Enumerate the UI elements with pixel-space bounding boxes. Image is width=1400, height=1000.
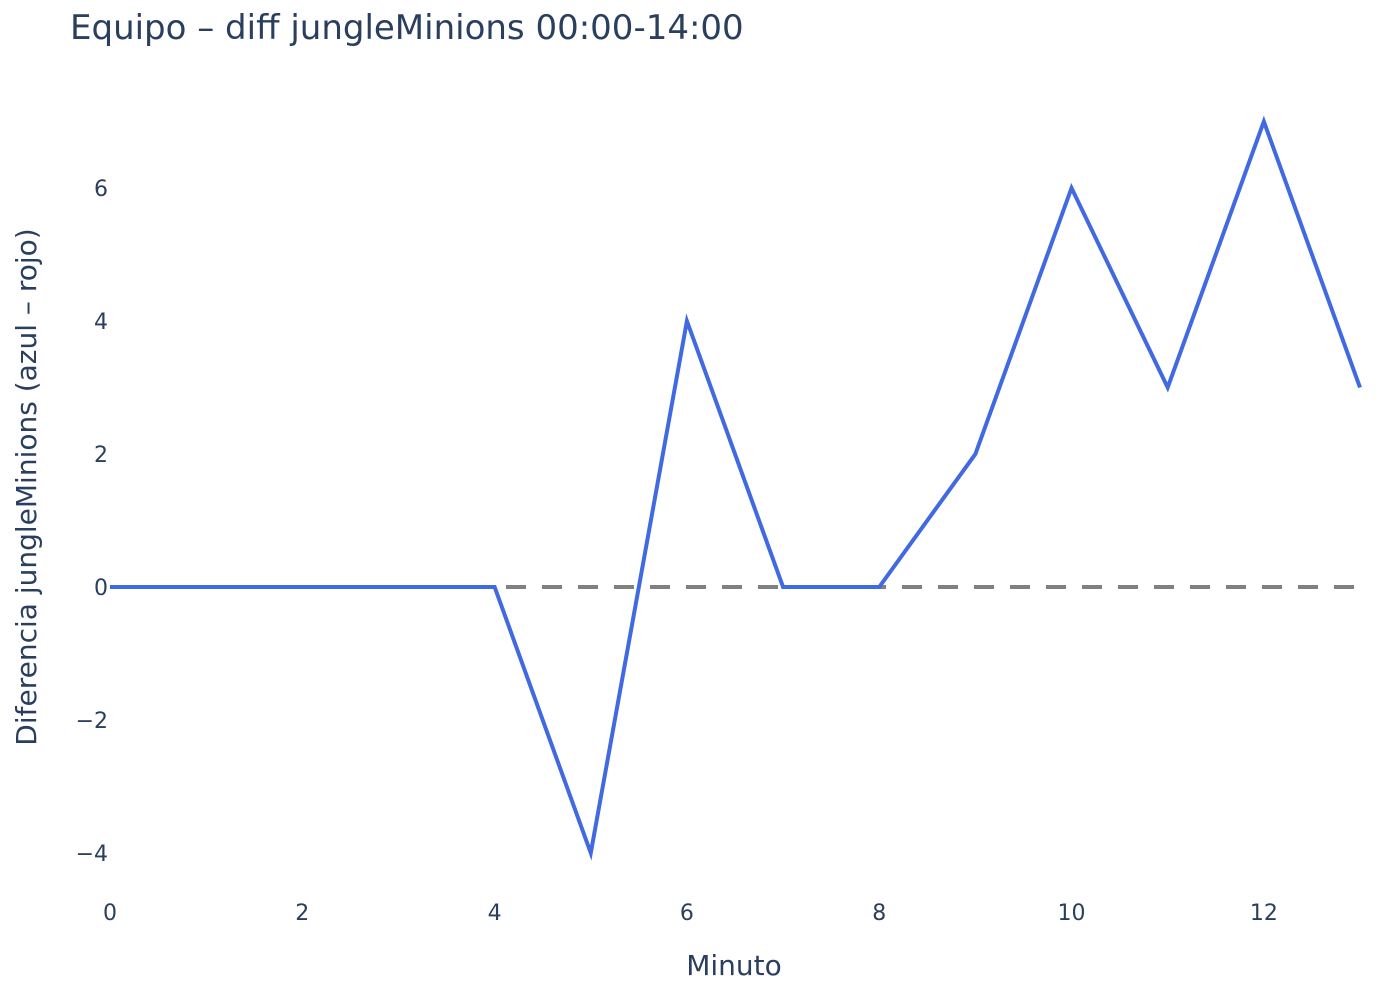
y-axis-title: Diferencia jungleMinions (azul – rojo) — [10, 228, 43, 745]
y-axis-ticks: −4 −2 0 2 4 6 — [76, 177, 108, 867]
x-tick-label: 10 — [1058, 901, 1086, 926]
x-tick-label: 0 — [103, 901, 117, 926]
x-tick-label: 8 — [872, 901, 886, 926]
y-tick-label: −2 — [76, 709, 108, 734]
y-tick-label: 0 — [94, 576, 108, 601]
y-tick-label: 4 — [94, 310, 108, 335]
series-layer — [110, 115, 1362, 861]
y-tick-label: −4 — [76, 842, 108, 867]
y-tick-label: 2 — [94, 443, 108, 468]
y-tick-label: 6 — [94, 177, 108, 202]
series-line-0 — [110, 115, 1362, 861]
x-axis-title: Minuto — [686, 949, 782, 982]
chart-title: Equipo – diff jungleMinions 00:00-14:00 — [70, 8, 744, 48]
x-tick-label: 12 — [1250, 901, 1278, 926]
x-tick-label: 2 — [295, 901, 309, 926]
x-axis-ticks: 0 2 4 6 8 10 12 — [103, 901, 1278, 926]
x-tick-label: 6 — [680, 901, 694, 926]
x-tick-label: 4 — [488, 901, 502, 926]
